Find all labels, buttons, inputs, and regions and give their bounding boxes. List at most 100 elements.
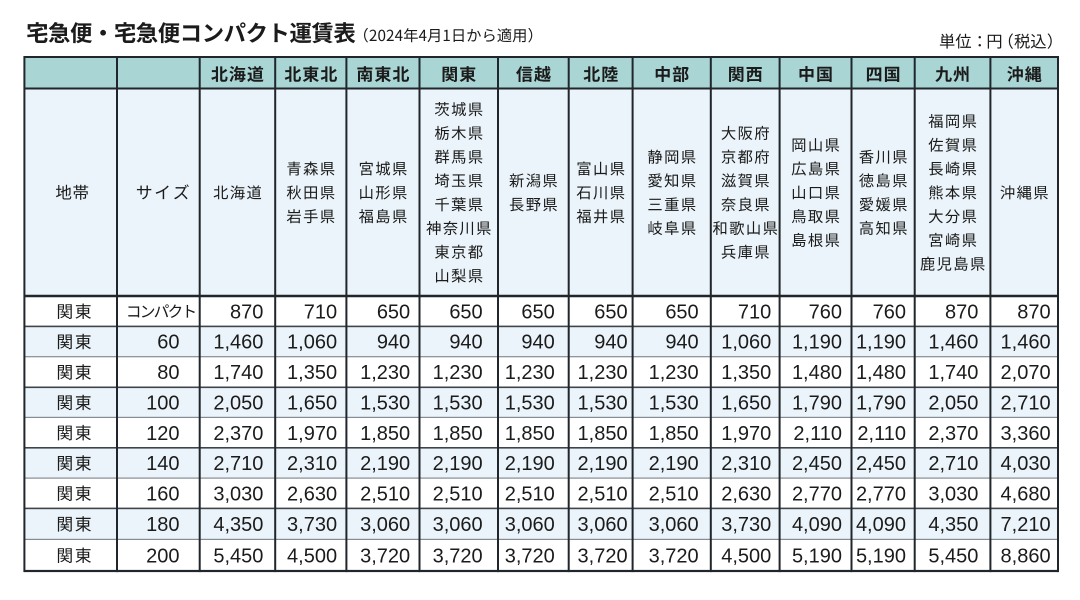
svg-text:760: 760 xyxy=(873,301,906,323)
svg-text:2,310: 2,310 xyxy=(287,453,337,475)
svg-text:1,480: 1,480 xyxy=(856,362,906,384)
svg-text:2,050: 2,050 xyxy=(928,393,978,415)
svg-text:7,210: 7,210 xyxy=(1001,514,1051,536)
svg-text:1,530: 1,530 xyxy=(433,393,483,415)
svg-text:1,480: 1,480 xyxy=(792,362,842,384)
svg-text:3,360: 3,360 xyxy=(1001,423,1051,445)
svg-text:2,510: 2,510 xyxy=(360,483,410,505)
svg-text:1,790: 1,790 xyxy=(792,393,842,415)
svg-text:2,190: 2,190 xyxy=(649,453,699,475)
svg-text:650: 650 xyxy=(665,301,698,323)
svg-text:4,500: 4,500 xyxy=(287,545,337,567)
svg-text:3,730: 3,730 xyxy=(287,514,337,536)
svg-text:1,230: 1,230 xyxy=(649,362,699,384)
svg-text:3,720: 3,720 xyxy=(433,545,483,567)
svg-text:1,850: 1,850 xyxy=(505,423,555,445)
svg-text:3,730: 3,730 xyxy=(721,514,771,536)
svg-text:4,500: 4,500 xyxy=(721,545,771,567)
svg-text:2,510: 2,510 xyxy=(505,483,555,505)
svg-text:3,060: 3,060 xyxy=(360,514,410,536)
svg-text:1,060: 1,060 xyxy=(721,332,771,354)
svg-text:2,370: 2,370 xyxy=(213,423,263,445)
svg-text:2,510: 2,510 xyxy=(578,483,628,505)
svg-text:650: 650 xyxy=(449,301,482,323)
svg-text:1,850: 1,850 xyxy=(433,423,483,445)
svg-text:1,230: 1,230 xyxy=(360,362,410,384)
svg-text:710: 710 xyxy=(738,301,771,323)
svg-text:4,350: 4,350 xyxy=(928,514,978,536)
svg-text:2,110: 2,110 xyxy=(857,423,906,445)
svg-text:4,090: 4,090 xyxy=(856,514,906,536)
svg-text:4,090: 4,090 xyxy=(792,514,842,536)
svg-text:120: 120 xyxy=(146,423,179,445)
svg-text:940: 940 xyxy=(377,332,410,354)
svg-text:5,450: 5,450 xyxy=(928,545,978,567)
svg-text:3,060: 3,060 xyxy=(505,514,555,536)
svg-text:2,110: 2,110 xyxy=(793,423,842,445)
svg-text:2,190: 2,190 xyxy=(360,453,410,475)
svg-text:1,230: 1,230 xyxy=(505,362,555,384)
svg-text:710: 710 xyxy=(304,301,337,323)
svg-text:1,740: 1,740 xyxy=(213,362,263,384)
svg-text:5,190: 5,190 xyxy=(792,545,842,567)
svg-text:80: 80 xyxy=(157,362,179,384)
svg-text:940: 940 xyxy=(521,332,554,354)
svg-text:1,740: 1,740 xyxy=(928,362,978,384)
svg-text:3,720: 3,720 xyxy=(578,545,628,567)
svg-text:3,030: 3,030 xyxy=(928,483,978,505)
svg-text:200: 200 xyxy=(146,545,179,567)
svg-text:1,530: 1,530 xyxy=(578,393,628,415)
svg-text:60: 60 xyxy=(157,332,179,354)
svg-text:2,190: 2,190 xyxy=(578,453,628,475)
svg-text:3,030: 3,030 xyxy=(213,483,263,505)
svg-text:1,460: 1,460 xyxy=(928,332,978,354)
svg-text:650: 650 xyxy=(521,301,554,323)
svg-text:2,450: 2,450 xyxy=(792,453,842,475)
svg-text:650: 650 xyxy=(594,301,627,323)
svg-text:2,630: 2,630 xyxy=(287,483,337,505)
svg-text:4,030: 4,030 xyxy=(1001,453,1051,475)
svg-text:1,970: 1,970 xyxy=(287,423,337,445)
svg-text:3,720: 3,720 xyxy=(360,545,410,567)
svg-text:100: 100 xyxy=(146,393,179,415)
svg-text:2,710: 2,710 xyxy=(213,453,263,475)
svg-text:1,850: 1,850 xyxy=(649,423,699,445)
svg-text:650: 650 xyxy=(377,301,410,323)
svg-text:2,630: 2,630 xyxy=(721,483,771,505)
svg-text:2,190: 2,190 xyxy=(505,453,555,475)
svg-text:2,710: 2,710 xyxy=(1001,393,1051,415)
svg-text:1,530: 1,530 xyxy=(505,393,555,415)
svg-text:1,350: 1,350 xyxy=(287,362,337,384)
svg-text:1,650: 1,650 xyxy=(287,393,337,415)
svg-text:2,510: 2,510 xyxy=(433,483,483,505)
svg-text:2,710: 2,710 xyxy=(928,453,978,475)
svg-text:2,510: 2,510 xyxy=(649,483,699,505)
svg-text:1,530: 1,530 xyxy=(649,393,699,415)
svg-text:2,370: 2,370 xyxy=(928,423,978,445)
svg-text:2,070: 2,070 xyxy=(1001,362,1051,384)
svg-text:5,190: 5,190 xyxy=(856,545,906,567)
svg-text:940: 940 xyxy=(665,332,698,354)
svg-text:140: 140 xyxy=(146,453,179,475)
svg-text:180: 180 xyxy=(146,514,179,536)
svg-text:1,790: 1,790 xyxy=(856,393,906,415)
svg-text:870: 870 xyxy=(1017,301,1050,323)
svg-text:3,720: 3,720 xyxy=(649,545,699,567)
svg-text:3,060: 3,060 xyxy=(578,514,628,536)
svg-text:2,190: 2,190 xyxy=(433,453,483,475)
svg-text:940: 940 xyxy=(594,332,627,354)
svg-text:3,060: 3,060 xyxy=(433,514,483,536)
svg-text:1,460: 1,460 xyxy=(1001,332,1051,354)
svg-text:3,060: 3,060 xyxy=(649,514,699,536)
svg-text:2,310: 2,310 xyxy=(721,453,771,475)
svg-text:3,720: 3,720 xyxy=(505,545,555,567)
svg-text:1,350: 1,350 xyxy=(721,362,771,384)
svg-text:4,350: 4,350 xyxy=(213,514,263,536)
svg-text:1,230: 1,230 xyxy=(578,362,628,384)
svg-text:1,230: 1,230 xyxy=(433,362,483,384)
svg-text:2,770: 2,770 xyxy=(856,483,906,505)
svg-text:160: 160 xyxy=(146,483,179,505)
svg-text:1,060: 1,060 xyxy=(287,332,337,354)
svg-text:1,530: 1,530 xyxy=(360,393,410,415)
svg-text:870: 870 xyxy=(945,301,978,323)
